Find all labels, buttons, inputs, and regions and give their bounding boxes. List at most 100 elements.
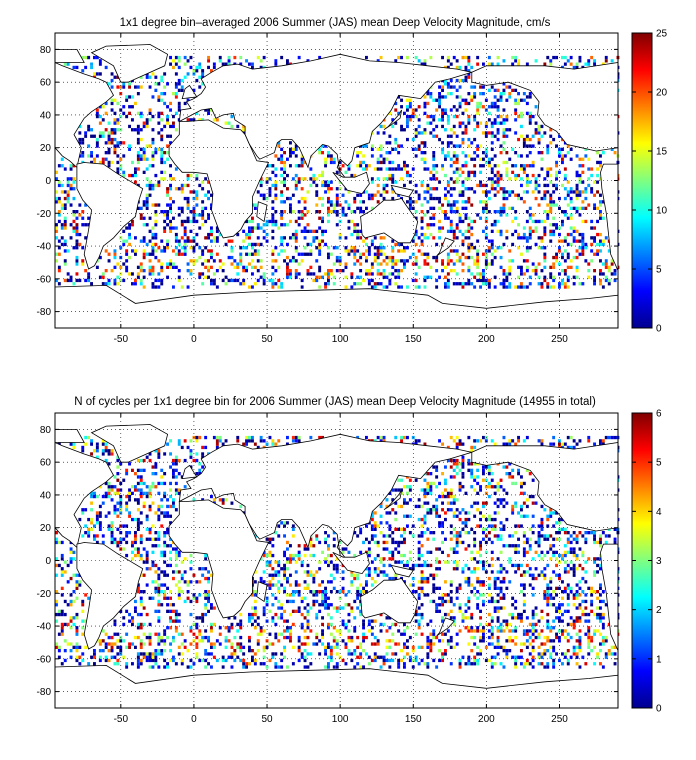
data-cell [379,262,383,266]
data-cell [520,134,523,138]
data-cell [274,632,278,636]
data-cell [98,134,102,138]
data-cell [464,662,468,666]
data-cell [520,282,523,286]
data-cell [379,193,383,197]
data-cell [93,662,96,666]
data-cell [142,223,146,227]
data-cell [207,196,210,201]
data-cell [55,259,58,263]
data-cell [283,151,286,155]
data-cell [183,458,187,463]
data-cell [271,282,275,286]
data-cell [403,553,406,558]
data-cell [499,92,503,96]
data-cell [274,196,278,201]
data-cell [367,553,371,558]
data-cell [136,124,140,129]
data-cell [531,269,535,273]
data-cell [417,105,421,109]
data-cell [251,246,254,250]
data-cell [268,560,272,564]
data-cell [300,164,304,168]
data-cell [98,121,102,125]
data-cell [543,131,547,135]
data-cell [177,488,181,492]
data-cell [169,183,172,188]
data-cell [373,619,377,623]
data-cell [60,626,64,630]
data-cell [274,635,278,640]
data-cell [458,665,462,669]
data-cell [125,540,129,545]
data-cell [289,626,292,630]
data-cell [134,537,137,541]
data-cell [327,642,330,646]
data-cell [525,265,529,269]
data-cell [116,458,120,463]
data-cell [248,262,251,266]
data-cell [429,196,433,201]
data-cell [540,157,544,161]
data-cell [55,619,58,623]
data-cell [172,262,175,266]
data-cell [166,114,169,119]
data-cell [449,226,453,230]
data-cell [286,157,289,161]
data-cell [446,255,450,260]
data-cell [139,468,143,472]
data-cell [490,134,494,138]
data-cell [441,521,444,525]
data-cell [359,655,363,659]
data-cell [376,272,380,276]
data-cell [406,114,409,119]
data-cell [90,527,93,531]
data-cell [125,252,129,256]
data-cell [248,639,251,643]
data-cell [429,619,433,623]
data-cell [423,105,427,109]
data-cell [329,180,333,184]
data-cell [388,134,392,138]
data-cell [496,180,500,184]
data-cell [148,537,152,541]
data-cell [215,639,219,643]
data-cell [148,458,152,463]
data-cell [166,504,169,509]
data-cell [566,59,570,63]
data-cell [499,95,503,99]
data-cell [555,252,558,256]
data-cell [423,62,427,66]
data-cell [318,583,322,587]
data-cell [189,55,193,60]
data-cell [534,242,538,247]
data-cell [391,632,395,636]
data-cell [449,458,453,463]
data-cell [403,111,406,115]
data-cell [449,193,453,197]
data-cell [245,662,248,666]
data-cell [502,128,506,132]
data-cell [499,282,503,286]
data-cell [455,537,459,541]
data-cell [467,229,471,233]
data-cell [452,262,456,266]
data-cell [169,134,172,138]
data-cell [599,210,602,214]
data-cell [365,255,368,260]
data-cell [277,144,281,148]
data-cell [163,649,167,653]
data-cell [283,259,286,263]
data-cell [499,206,503,210]
data-cell [259,275,263,279]
data-cell [174,508,178,512]
data-cell [426,508,430,512]
data-cell [154,590,158,594]
data-cell [180,658,184,663]
data-cell [493,180,497,184]
data-cell [321,203,324,207]
data-cell [332,275,336,279]
data-cell [458,65,462,70]
data-cell [183,55,187,60]
data-cell [183,645,187,649]
